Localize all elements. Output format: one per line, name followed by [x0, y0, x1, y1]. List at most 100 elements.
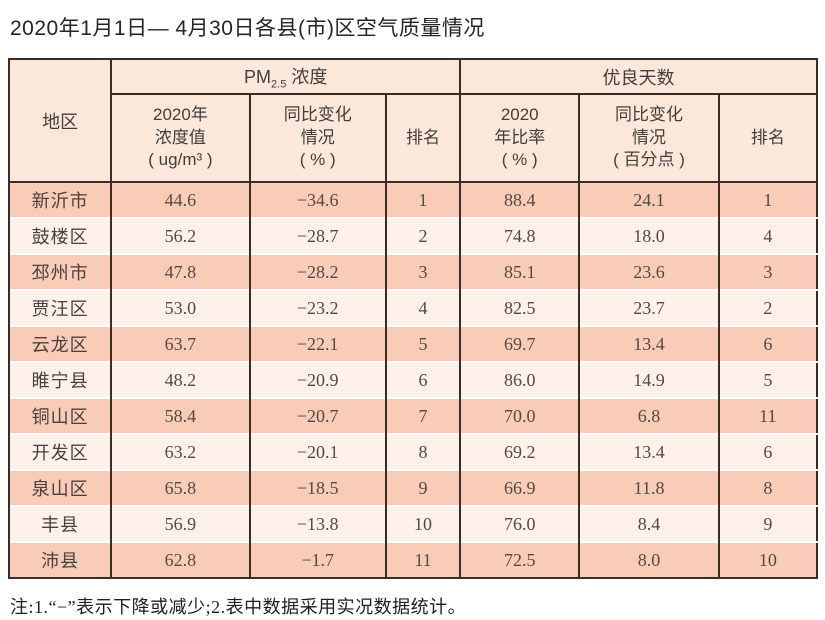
cell-region: 邳州市	[7, 253, 112, 290]
cell-gd-rank: 4	[717, 217, 817, 254]
cell-gd-rank: 2	[717, 289, 817, 326]
cell-region: 睢宁县	[7, 361, 112, 398]
cell-pm-change: −28.2	[248, 253, 386, 290]
table-row: 开发区 63.2 −20.1 8 69.2 13.4 6	[7, 433, 817, 470]
cell-pm-rank: 3	[384, 253, 461, 290]
cell-pm-rank: 2	[384, 217, 461, 254]
cell-gd-rate: 85.1	[459, 253, 580, 290]
col-header-gd-rate: 2020 年比率 ( % )	[459, 94, 580, 183]
cell-gd-change: 8.4	[578, 505, 719, 542]
header-sub-row: 2020年 浓度值 ( ug/m³ ) 同比变化 情况 ( % ) 排名 202…	[9, 94, 817, 183]
cell-gd-change: 18.0	[578, 217, 719, 254]
cell-gd-rate: 69.7	[459, 325, 580, 362]
cell-gd-change: 24.1	[578, 181, 719, 218]
cell-gd-change: 23.6	[578, 253, 719, 290]
cell-region: 开发区	[7, 433, 112, 470]
cell-gd-rate: 82.5	[459, 289, 580, 326]
cell-pm-change: −20.9	[248, 361, 386, 398]
cell-gd-rank: 9	[717, 505, 817, 542]
cell-pm-rank: 10	[384, 505, 461, 542]
cell-region: 铜山区	[7, 397, 112, 434]
col-header-gd-rank: 排名	[717, 94, 817, 183]
cell-gd-rate: 86.0	[459, 361, 580, 398]
table-row: 泉山区 65.8 −18.5 9 66.9 11.8 8	[7, 469, 817, 506]
cell-pm-value: 58.4	[110, 397, 250, 434]
good-days-group-header: 优良天数	[459, 59, 817, 95]
cell-gd-rank: 1	[717, 181, 817, 218]
cell-region: 泉山区	[7, 469, 112, 506]
col-header-pm-change: 同比变化 情况 ( % )	[248, 94, 386, 183]
col-header-gd-change: 同比变化 情况 ( 百分点 )	[578, 94, 719, 183]
cell-gd-rate: 70.0	[459, 397, 580, 434]
pm25-label-sub: 2.5	[271, 78, 287, 91]
cell-gd-rank: 10	[717, 541, 817, 578]
cell-pm-rank: 1	[384, 181, 461, 218]
cell-pm-change: −20.1	[248, 433, 386, 470]
cell-pm-rank: 7	[384, 397, 461, 434]
cell-pm-change: −13.8	[248, 505, 386, 542]
cell-gd-rate: 76.0	[459, 505, 580, 542]
table-row: 睢宁县 48.2 −20.9 6 86.0 14.9 5	[7, 361, 817, 398]
cell-gd-change: 13.4	[578, 325, 719, 362]
cell-region: 鼓楼区	[7, 217, 112, 254]
cell-pm-value: 48.2	[110, 361, 250, 398]
cell-pm-rank: 11	[384, 541, 461, 578]
cell-pm-value: 56.2	[110, 217, 250, 254]
pm25-label-rest: 浓度	[286, 66, 328, 87]
cell-pm-value: 47.8	[110, 253, 250, 290]
cell-pm-value: 63.7	[110, 325, 250, 362]
table-row: 贾汪区 53.0 −23.2 4 82.5 23.7 2	[7, 289, 817, 326]
table-header: 地区 PM2.5 浓度 优良天数 2020年 浓度值 ( ug/m³ ) 同比变…	[7, 59, 817, 183]
page-title: 2020年1月1日— 4月30日各县(市)区空气质量情况	[10, 17, 485, 40]
cell-gd-rate: 72.5	[459, 541, 580, 578]
cell-gd-change: 13.4	[578, 433, 719, 470]
table-row: 鼓楼区 56.2 −28.7 2 74.8 18.0 4	[7, 217, 817, 254]
cell-pm-value: 62.8	[110, 541, 250, 578]
table-row: 丰县 56.9 −13.8 10 76.0 8.4 9	[7, 505, 817, 542]
cell-gd-rank: 6	[717, 325, 817, 362]
cell-pm-rank: 6	[384, 361, 461, 398]
footnote: 注:1.“−”表示下降或减少;2.表中数据采用实况数据统计。	[10, 597, 467, 617]
cell-gd-change: 23.7	[578, 289, 719, 326]
cell-pm-value: 44.6	[110, 181, 250, 218]
col-header-pm-value: 2020年 浓度值 ( ug/m³ )	[110, 94, 250, 183]
cell-pm-rank: 4	[384, 289, 461, 326]
cell-gd-change: 14.9	[578, 361, 719, 398]
cell-pm-value: 63.2	[110, 433, 250, 470]
cell-region: 丰县	[7, 505, 112, 542]
cell-pm-value: 56.9	[110, 505, 250, 542]
cell-pm-rank: 8	[384, 433, 461, 470]
table-row: 铜山区 58.4 −20.7 7 70.0 6.8 11	[7, 397, 817, 434]
cell-region: 沛县	[7, 541, 112, 578]
cell-gd-rank: 3	[717, 253, 817, 290]
cell-pm-change: −18.5	[248, 469, 386, 506]
cell-gd-change: 8.0	[578, 541, 719, 578]
cell-pm-rank: 9	[384, 469, 461, 506]
cell-gd-rate: 69.2	[459, 433, 580, 470]
table-row: 新沂市 44.6 −34.6 1 88.4 24.1 1	[7, 181, 817, 218]
table-row: 云龙区 63.7 −22.1 5 69.7 13.4 6	[7, 325, 817, 362]
cell-region: 云龙区	[7, 325, 112, 362]
cell-gd-change: 11.8	[578, 469, 719, 506]
cell-gd-rate: 74.8	[459, 217, 580, 254]
col-header-pm-rank: 排名	[384, 94, 461, 183]
cell-pm-value: 65.8	[110, 469, 250, 506]
cell-pm-change: −20.7	[248, 397, 386, 434]
cell-pm-change: −23.2	[248, 289, 386, 326]
cell-pm-value: 53.0	[110, 289, 250, 326]
header-group-row: 地区 PM2.5 浓度 优良天数	[7, 59, 817, 183]
cell-gd-rank: 8	[717, 469, 817, 506]
cell-pm-change: −22.1	[248, 325, 386, 362]
table-body: 新沂市 44.6 −34.6 1 88.4 24.1 1 鼓楼区 56.2 −2…	[7, 181, 817, 578]
pm25-group-header: PM2.5 浓度	[110, 59, 461, 95]
cell-region: 新沂市	[7, 181, 112, 218]
pm25-label-base: PM	[244, 66, 272, 87]
cell-gd-rank: 11	[717, 397, 817, 434]
cell-gd-rate: 88.4	[459, 181, 580, 218]
table-row: 邳州市 47.8 −28.2 3 85.1 23.6 3	[7, 253, 817, 290]
cell-pm-change: −34.6	[248, 181, 386, 218]
col-header-region: 地区	[7, 59, 112, 183]
cell-region: 贾汪区	[7, 289, 112, 326]
table-row: 沛县 62.8 −1.7 11 72.5 8.0 10	[7, 541, 817, 578]
